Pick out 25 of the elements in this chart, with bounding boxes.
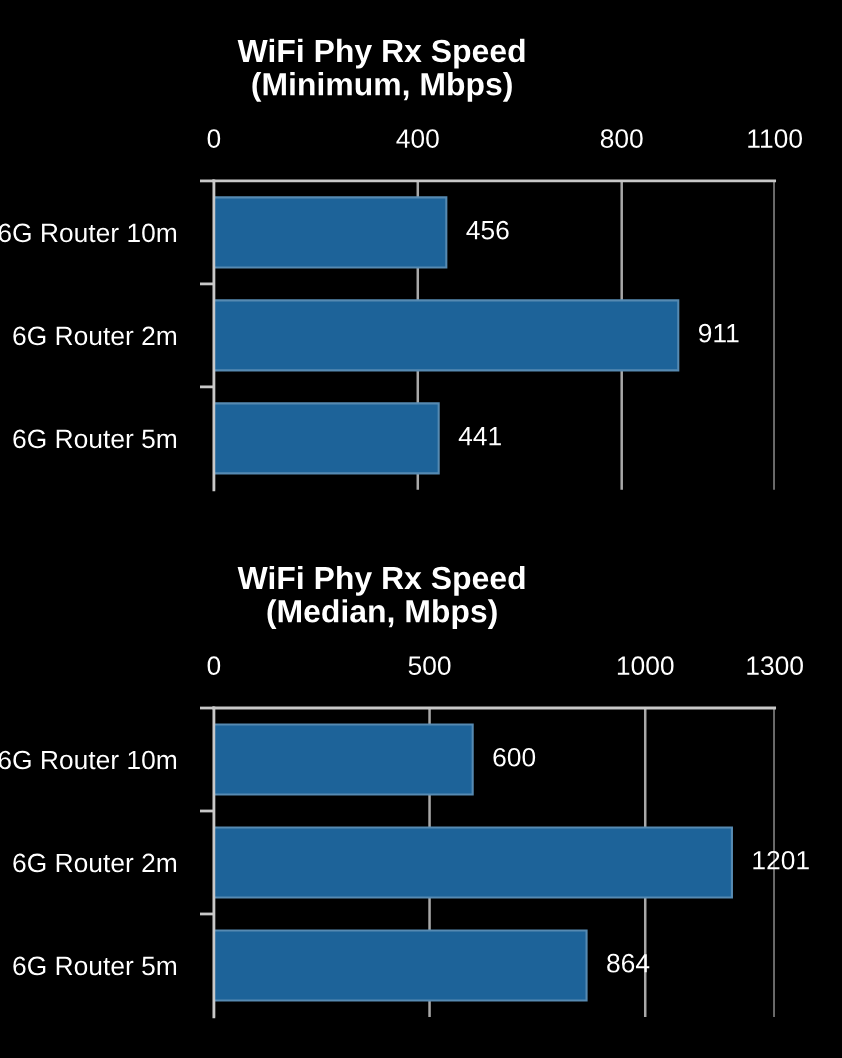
- x-tick-label: 500: [408, 656, 451, 676]
- data-label: 1201: [753, 850, 809, 870]
- chart-title: WiFi Phy Rx Speed (Median, Mbps): [237, 565, 525, 629]
- data-label: 441: [458, 427, 501, 446]
- x-tick-label: 1300: [747, 656, 803, 676]
- x-tick-label: 1100: [748, 129, 802, 148]
- x-tick-label: 0: [207, 656, 221, 676]
- x-tick-label: 800: [600, 129, 643, 148]
- bar: [213, 402, 440, 475]
- x-tick-label: 400: [396, 129, 439, 148]
- bar: [213, 196, 448, 269]
- bar: [213, 723, 474, 796]
- y-tick-label: 6G Router 5m: [13, 429, 177, 449]
- bar: [213, 929, 588, 1002]
- y-tick-label: 6G Router 2m: [13, 326, 177, 346]
- x-tick-label: 0: [207, 129, 221, 148]
- y-tick-label: 6G Router 5m: [13, 956, 177, 976]
- bar: [213, 299, 680, 372]
- chart-title: WiFi Phy Rx Speed (Minimum, Mbps): [237, 38, 525, 102]
- bar: [213, 826, 733, 899]
- data-label: 456: [466, 220, 509, 240]
- y-tick-label: 6G Router 2m: [13, 853, 177, 873]
- data-label: 911: [698, 323, 739, 343]
- data-label: 600: [493, 747, 536, 767]
- x-tick-label: 1000: [617, 656, 674, 676]
